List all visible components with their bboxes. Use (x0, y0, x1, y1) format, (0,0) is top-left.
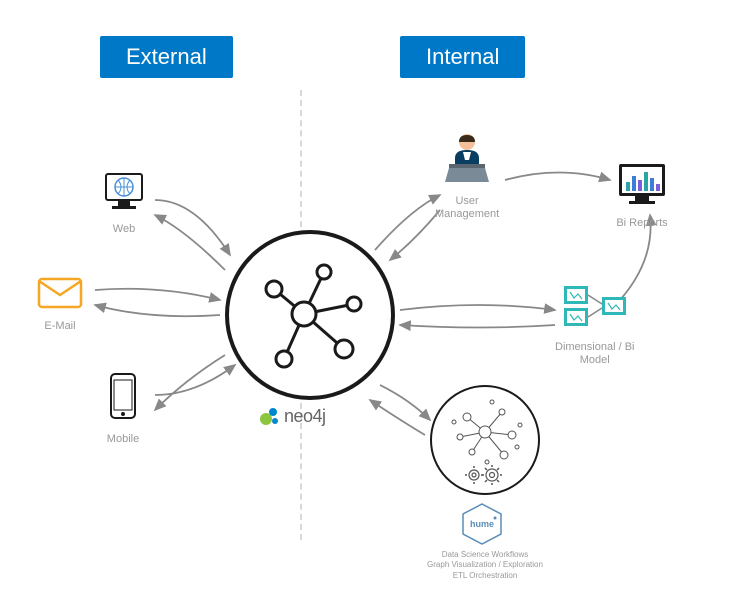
neo4j-brand-text: neo4j (284, 406, 326, 427)
web-icon (100, 170, 148, 214)
user-mgmt-icon (437, 130, 497, 186)
hume-icon: hume (455, 500, 509, 548)
hume-node: hume (455, 500, 509, 553)
user-mgmt-node: UserManagement (435, 130, 499, 221)
mobile-icon (105, 370, 141, 424)
email-label: E-Mail (35, 320, 85, 333)
data-science-labels: Data Science WorkflowsGraph Visualizatio… (420, 550, 550, 581)
internal-header: Internal (400, 36, 525, 78)
bi-reports-node: Bi Reports (615, 160, 669, 230)
neo4j-logo-icon (258, 405, 280, 427)
internal-header-text: Internal (426, 44, 499, 69)
email-node: E-Mail (35, 275, 85, 333)
external-header-text: External (126, 44, 207, 69)
web-node: Web (100, 170, 148, 236)
email-icon (35, 275, 85, 311)
data-science-graph-icon (432, 387, 538, 493)
neo4j-brand: neo4j (258, 405, 326, 427)
user-mgmt-label: UserManagement (435, 195, 499, 221)
graph-icon (229, 234, 391, 396)
bi-reports-icon (615, 160, 669, 208)
mobile-node: Mobile (105, 370, 141, 446)
data-science-circle (430, 385, 540, 495)
external-header: External (100, 36, 233, 78)
dim-bi-node: Dimensional / BiModel (555, 280, 634, 367)
bi-reports-label: Bi Reports (615, 217, 669, 230)
web-label: Web (100, 223, 148, 236)
mobile-label: Mobile (105, 433, 141, 446)
dim-bi-label: Dimensional / BiModel (555, 341, 634, 367)
data-science-label-text: Data Science WorkflowsGraph Visualizatio… (420, 550, 550, 581)
neo4j-center (225, 230, 395, 400)
svg-text:hume: hume (470, 519, 494, 529)
dim-bi-icon (560, 280, 630, 332)
